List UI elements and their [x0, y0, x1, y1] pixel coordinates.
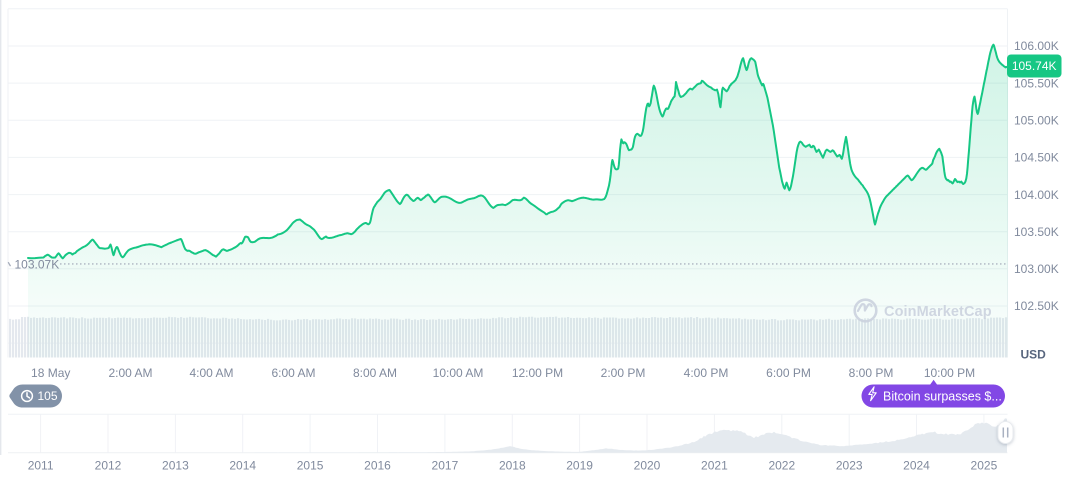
- svg-text:10:00 PM: 10:00 PM: [924, 366, 975, 380]
- svg-text:104.50K: 104.50K: [1014, 151, 1059, 165]
- svg-text:2020: 2020: [634, 459, 661, 473]
- svg-text:2019: 2019: [566, 459, 593, 473]
- svg-text:2013: 2013: [162, 459, 189, 473]
- svg-text:103.50K: 103.50K: [1014, 225, 1059, 239]
- svg-text:106.00K: 106.00K: [1014, 39, 1059, 53]
- svg-text:8:00 AM: 8:00 AM: [353, 366, 397, 380]
- svg-text:105: 105: [38, 389, 58, 403]
- svg-text:2:00 PM: 2:00 PM: [601, 366, 646, 380]
- svg-text:2022: 2022: [768, 459, 795, 473]
- svg-text:102.50K: 102.50K: [1014, 299, 1059, 313]
- svg-text:2021: 2021: [701, 459, 728, 473]
- svg-text:6:00 PM: 6:00 PM: [766, 366, 811, 380]
- svg-text:10:00 AM: 10:00 AM: [433, 366, 484, 380]
- svg-text:2017: 2017: [432, 459, 459, 473]
- svg-text:105.00K: 105.00K: [1014, 114, 1059, 128]
- svg-text:4:00 AM: 4:00 AM: [189, 366, 233, 380]
- svg-text:103.00K: 103.00K: [1014, 262, 1059, 276]
- svg-text:104.00K: 104.00K: [1014, 188, 1059, 202]
- svg-text:18 May: 18 May: [31, 366, 70, 380]
- svg-text:2011: 2011: [28, 459, 54, 473]
- svg-text:2012: 2012: [95, 459, 122, 473]
- svg-text:2016: 2016: [364, 459, 391, 473]
- svg-text:2018: 2018: [499, 459, 526, 473]
- svg-text:Bitcoin surpasses $...: Bitcoin surpasses $...: [883, 389, 1002, 403]
- svg-text:4:00 PM: 4:00 PM: [684, 366, 729, 380]
- svg-text:CoinMarketCap: CoinMarketCap: [884, 304, 992, 320]
- svg-text:USD: USD: [1021, 348, 1047, 362]
- svg-text:2024: 2024: [903, 459, 930, 473]
- svg-text:103.07K: 103.07K: [15, 257, 60, 271]
- svg-text:2014: 2014: [229, 459, 256, 473]
- svg-text:12:00 PM: 12:00 PM: [512, 366, 563, 380]
- svg-text:6:00 AM: 6:00 AM: [271, 366, 315, 380]
- svg-text:2015: 2015: [297, 459, 324, 473]
- svg-text:2:00 AM: 2:00 AM: [108, 366, 152, 380]
- svg-text:105.50K: 105.50K: [1014, 76, 1059, 90]
- svg-text:8:00 PM: 8:00 PM: [849, 366, 894, 380]
- svg-text:2023: 2023: [836, 459, 863, 473]
- svg-text:105.74K: 105.74K: [1012, 59, 1057, 73]
- svg-text:2025: 2025: [971, 459, 998, 473]
